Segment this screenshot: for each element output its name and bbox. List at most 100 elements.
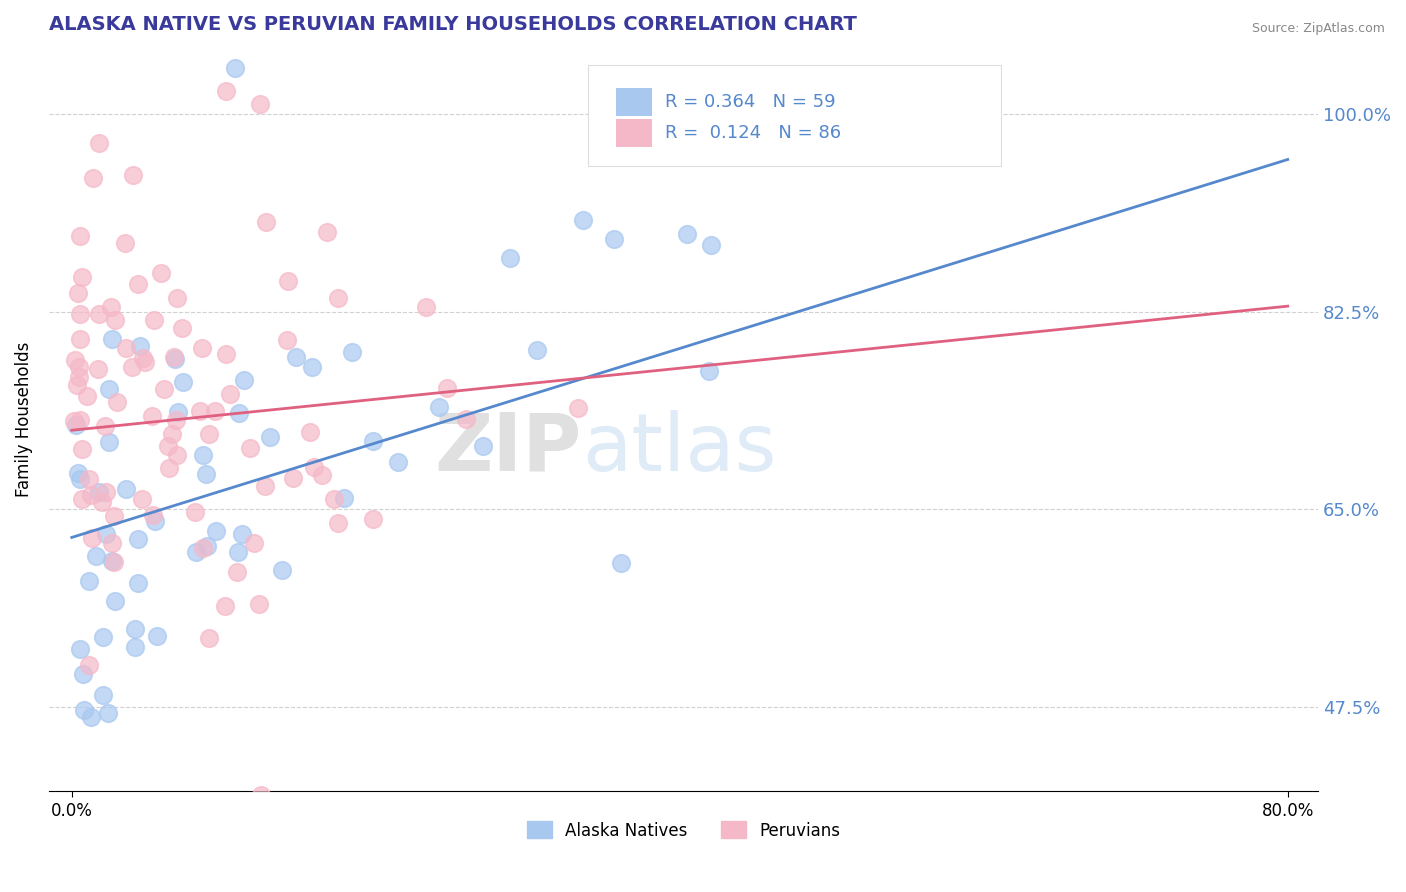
Point: [304, 459, 326, 474]
Point: [166, 448, 188, 462]
Point: [259, 430, 281, 444]
Point: [69, 642, 91, 657]
Point: [100, 554, 122, 568]
Text: R =  0.124   N = 86: R = 0.124 N = 86: [665, 124, 841, 142]
Point: [146, 629, 169, 643]
Point: [94, 485, 117, 500]
Point: [69, 307, 91, 321]
Point: [77, 574, 100, 589]
Point: [215, 84, 238, 98]
Point: [166, 292, 188, 306]
Point: [226, 545, 249, 559]
Point: [471, 439, 494, 453]
Point: [127, 277, 149, 292]
Text: R = 0.364   N = 59: R = 0.364 N = 59: [665, 93, 835, 111]
Point: [526, 343, 548, 357]
Point: [156, 439, 179, 453]
Point: [104, 594, 127, 608]
Point: [72, 442, 94, 456]
Point: [143, 313, 166, 327]
Point: [277, 274, 299, 288]
Point: [82, 171, 104, 186]
Point: [100, 300, 122, 314]
Point: [326, 291, 349, 305]
Point: [103, 508, 125, 523]
Point: [67, 467, 90, 481]
Point: [165, 413, 187, 427]
Legend: Alaska Natives, Peruvians: Alaska Natives, Peruvians: [520, 814, 846, 847]
Point: [271, 563, 294, 577]
Point: [166, 405, 188, 419]
Point: [315, 225, 337, 239]
Y-axis label: Family Households: Family Households: [15, 342, 32, 497]
Point: [80, 532, 103, 546]
Point: [361, 434, 384, 449]
Point: [233, 373, 256, 387]
Point: [121, 360, 143, 375]
Point: [73, 703, 96, 717]
Point: [184, 505, 207, 519]
Point: [163, 351, 186, 366]
Point: [415, 300, 437, 314]
Point: [131, 492, 153, 507]
Point: [160, 426, 183, 441]
Point: [342, 344, 364, 359]
Point: [454, 411, 477, 425]
Point: [226, 808, 249, 822]
Point: [114, 341, 136, 355]
Point: [249, 97, 271, 112]
Point: [77, 658, 100, 673]
Point: [105, 394, 128, 409]
Text: ALASKA NATIVE VS PERUVIAN FAMILY HOUSEHOLDS CORRELATION CHART: ALASKA NATIVE VS PERUVIAN FAMILY HOUSEHO…: [49, 15, 856, 34]
Point: [67, 359, 90, 374]
Point: [387, 455, 409, 469]
Point: [326, 516, 349, 530]
Point: [114, 235, 136, 250]
Bar: [616, 87, 652, 116]
Point: [197, 631, 219, 645]
Point: [65, 418, 87, 433]
Point: [572, 213, 595, 227]
Point: [87, 136, 110, 150]
Point: [218, 387, 240, 401]
Point: [79, 488, 101, 502]
Point: [188, 404, 211, 418]
Point: [89, 485, 111, 500]
Point: [69, 472, 91, 486]
Point: [93, 419, 115, 434]
Point: [69, 228, 91, 243]
Point: [436, 381, 458, 395]
Point: [190, 341, 212, 355]
Point: [243, 535, 266, 549]
Point: [142, 508, 165, 522]
Point: [276, 333, 298, 347]
Point: [143, 514, 166, 528]
Point: [603, 232, 626, 246]
Point: [62, 414, 84, 428]
Point: [675, 227, 697, 242]
Point: [281, 471, 304, 485]
Point: [231, 527, 253, 541]
Text: atlas: atlas: [582, 409, 776, 488]
Point: [697, 364, 720, 378]
Point: [76, 389, 98, 403]
Text: ZIP: ZIP: [434, 409, 582, 488]
Point: [253, 479, 276, 493]
Point: [122, 168, 145, 182]
Point: [91, 495, 114, 509]
Point: [238, 441, 260, 455]
Point: [86, 361, 108, 376]
Point: [67, 286, 90, 301]
Bar: [616, 119, 652, 147]
Point: [79, 710, 101, 724]
Point: [72, 270, 94, 285]
Point: [285, 351, 308, 365]
Point: [101, 332, 124, 346]
Point: [124, 623, 146, 637]
Point: [198, 426, 221, 441]
Point: [127, 576, 149, 591]
Point: [498, 251, 520, 265]
Point: [700, 238, 723, 252]
Point: [97, 383, 120, 397]
Point: [69, 413, 91, 427]
